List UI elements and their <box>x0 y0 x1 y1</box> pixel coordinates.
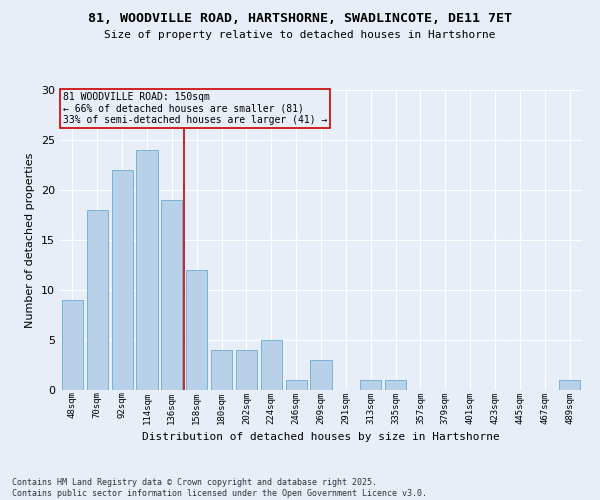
Bar <box>559 380 580 390</box>
Bar <box>385 380 406 390</box>
Bar <box>261 340 282 390</box>
Bar <box>112 170 133 390</box>
Text: Size of property relative to detached houses in Hartshorne: Size of property relative to detached ho… <box>104 30 496 40</box>
Bar <box>360 380 381 390</box>
Bar <box>286 380 307 390</box>
Bar <box>186 270 207 390</box>
Bar <box>236 350 257 390</box>
Bar <box>161 200 182 390</box>
Text: Contains HM Land Registry data © Crown copyright and database right 2025.
Contai: Contains HM Land Registry data © Crown c… <box>12 478 427 498</box>
Text: 81 WOODVILLE ROAD: 150sqm
← 66% of detached houses are smaller (81)
33% of semi-: 81 WOODVILLE ROAD: 150sqm ← 66% of detac… <box>62 92 327 124</box>
Text: Distribution of detached houses by size in Hartshorne: Distribution of detached houses by size … <box>142 432 500 442</box>
Text: 81, WOODVILLE ROAD, HARTSHORNE, SWADLINCOTE, DE11 7ET: 81, WOODVILLE ROAD, HARTSHORNE, SWADLINC… <box>88 12 512 26</box>
Y-axis label: Number of detached properties: Number of detached properties <box>25 152 35 328</box>
Bar <box>62 300 83 390</box>
Bar <box>87 210 108 390</box>
Bar <box>136 150 158 390</box>
Bar <box>211 350 232 390</box>
Bar <box>310 360 332 390</box>
